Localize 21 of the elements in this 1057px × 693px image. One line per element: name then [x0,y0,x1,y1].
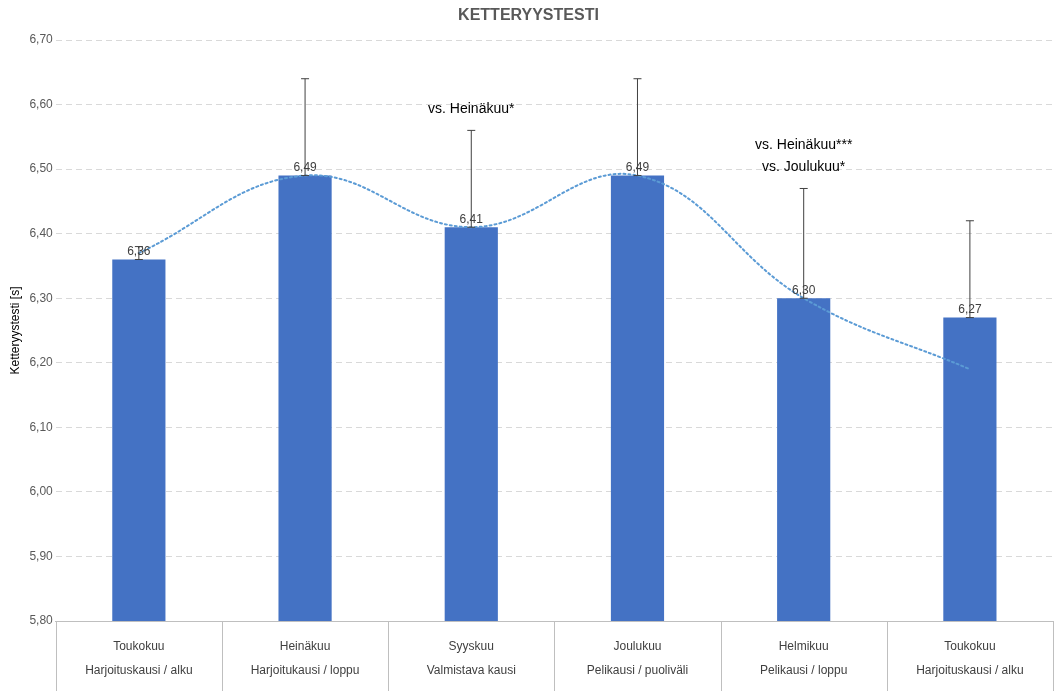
y-tick-label: 6,10 [29,419,54,434]
y-tick-label: 6,50 [29,161,54,176]
annotation: vs. Heinäkuu* [428,100,516,117]
y-tick-label: 6,70 [29,32,54,47]
x-tick-label: Heinäkuu Harjoitukausi / loppu [250,639,360,678]
chart-title: KETTERYYSTESTI [457,6,600,24]
y-tick-label: 6,40 [29,225,54,240]
y-axis-title: Ketteryystesti [s] [7,286,22,375]
x-tick-label: Joulukuu Pelikausi / puoliväli [586,639,689,678]
y-tick-label: 5,90 [29,548,54,563]
x-tick-label: Helmikuu Pelikausi / loppu [759,639,848,678]
y-tick-label: 5,80 [29,613,54,628]
y-tick-label: 6,60 [29,96,54,111]
x-tick-label: Toukokuu Harjoituskausi / alku [85,639,193,678]
y-tick-label: 6,20 [29,355,54,370]
annotation: vs. Heinäkuu*** vs. Joulukuu* [755,136,853,175]
data-label: 6,49 [293,159,318,174]
x-tick-label: Toukokuu Harjoituskausi / alku [916,639,1024,678]
x-tick-label: Syyskuu Valmistava kausi [426,639,516,678]
y-tick-label: 6,00 [29,484,54,499]
y-tick-label: 6,30 [29,290,54,305]
